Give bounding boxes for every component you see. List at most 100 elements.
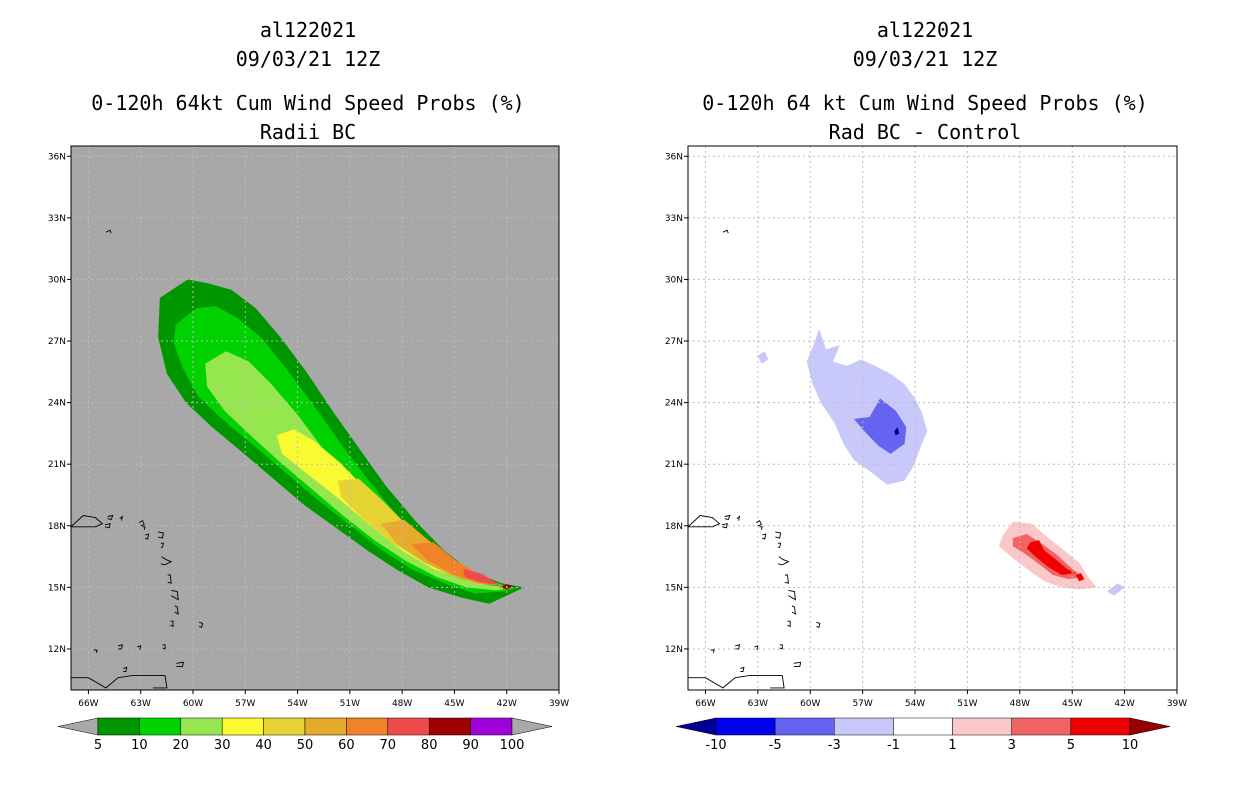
coastline-6 — [762, 533, 767, 540]
coastline-20 — [735, 644, 741, 650]
y-tick-label-18N: 18N — [665, 522, 683, 532]
colorbar-label-3: 3 — [1008, 738, 1016, 753]
x-tick-label-45W: 45W — [1062, 699, 1082, 709]
y-tick-label-15N: 15N — [665, 583, 683, 593]
map-frame — [687, 145, 1178, 691]
colorbar-swatch-5 — [304, 717, 347, 736]
colorbar-label-80: 80 — [421, 738, 438, 753]
colorbar-swatch-7 — [387, 717, 430, 736]
colorbar-label-10: 10 — [131, 738, 148, 753]
right-map-panel: 66W 63W 60W 57W 54W 51W 48W 45W 42W 39W 36N 33N 30N 2… — [665, 145, 1187, 709]
coastline-6 — [144, 533, 150, 540]
coastline-13 — [787, 620, 791, 628]
coastline-21 — [137, 645, 142, 651]
coastline-10 — [167, 574, 172, 584]
x-tick-label-48W: 48W — [1010, 699, 1030, 709]
coastline-15 — [162, 644, 166, 650]
colorbar-label-30: 30 — [214, 738, 231, 753]
colorbar-swatch-6 — [1070, 717, 1131, 736]
coastline-11 — [170, 589, 179, 601]
contour-level-30-3 — [276, 429, 491, 582]
coastline-14 — [816, 621, 821, 629]
colorbar-label-1: 1 — [948, 738, 956, 753]
y-tick-label-27N: 27N — [665, 337, 683, 347]
colorbar-swatch-1 — [139, 717, 182, 736]
coastline-14 — [198, 621, 204, 629]
colorbar-extend-left — [57, 717, 99, 736]
coastline-3 — [736, 515, 741, 521]
colorbar-swatch-0 — [715, 717, 776, 736]
left-storm-id: al122021 — [260, 18, 356, 42]
colorbar-swatch-0 — [97, 717, 140, 736]
contour-level-20-2 — [205, 351, 514, 591]
coastline-3 — [119, 515, 124, 521]
coastline-17 — [71, 675, 168, 689]
colorbar-swatch-8 — [428, 717, 471, 736]
colorbar-swatch-6 — [346, 717, 389, 736]
map-background — [688, 146, 1177, 690]
y-tick-label-12N: 12N — [665, 645, 683, 655]
coastline-17 — [688, 675, 785, 689]
coastline-19 — [710, 649, 715, 654]
contour-level-neg10-4 — [894, 427, 900, 436]
x-tick-label-48W: 48W — [392, 699, 412, 709]
colorbar-label-40: 40 — [255, 738, 272, 753]
coastline-7 — [158, 531, 164, 539]
left-panel-titles: al122021 09/03/21 12Z 0-120h 64kt Cum Wi… — [91, 18, 524, 144]
coastline-15 — [779, 644, 783, 650]
coastline-2 — [104, 523, 111, 529]
coastline-9 — [160, 556, 173, 566]
x-tick-label-57W: 57W — [235, 699, 255, 709]
left-chart-subtitle: Radii BC — [260, 120, 356, 144]
x-tick-label-63W: 63W — [748, 699, 768, 709]
colorbar-swatch-3 — [893, 717, 953, 736]
x-tick-label-54W: 54W — [905, 699, 925, 709]
colorbar-label--5: -5 — [769, 738, 782, 753]
x-tick-label-39W: 39W — [549, 699, 569, 709]
x-tick-label-66W: 66W — [695, 699, 715, 709]
coastline-0 — [71, 515, 104, 528]
colorbar-extend-right — [511, 717, 553, 736]
x-tick-label-60W: 60W — [183, 699, 203, 709]
coastline-20 — [117, 644, 123, 650]
coastline-5 — [759, 526, 763, 531]
right-panel-titles: al122021 09/03/21 12Z 0-120h 64 kt Cum W… — [702, 18, 1148, 144]
colorbar-extend-left — [675, 717, 717, 736]
right-datetime: 09/03/21 12Z — [853, 47, 998, 71]
coastline-11 — [788, 589, 796, 601]
coastline-10 — [784, 574, 789, 584]
y-tick-label-21N: 21N — [665, 460, 683, 470]
coastline-4 — [138, 519, 145, 527]
y-tick-label-33N: 33N — [665, 214, 683, 224]
coastline-9 — [777, 556, 790, 566]
y-tick-label-27N: 27N — [48, 337, 66, 347]
x-tick-label-45W: 45W — [444, 699, 464, 709]
x-tick-label-66W: 66W — [78, 699, 98, 709]
left-map-panel: 66W 63W 60W 57W 54W 51W 48W 45W 42W 39W 36N 33N 30N 2… — [48, 145, 569, 709]
colorbar-swatch-3 — [221, 717, 264, 736]
colorbar-swatch-4 — [263, 717, 306, 736]
map-frame — [70, 145, 560, 691]
colorbar-label-100: 100 — [500, 738, 525, 753]
coastline-8 — [160, 542, 164, 548]
x-tick-label-57W: 57W — [852, 699, 872, 709]
right-colorbar: -10 -5 -3 -1 1 3 5 10 — [675, 717, 1171, 753]
contour-level-40-4 — [337, 478, 504, 586]
coastline-18 — [740, 666, 745, 672]
coastline-12 — [174, 605, 179, 615]
y-tick-label-36N: 36N — [665, 152, 683, 162]
right-storm-id: al122021 — [877, 18, 973, 42]
y-tick-label-24N: 24N — [665, 399, 683, 409]
colorbar-label--1: -1 — [887, 738, 900, 753]
y-tick-label-24N: 24N — [48, 399, 66, 409]
colorbar-swatch-1 — [774, 717, 835, 736]
colorbar-label-90: 90 — [462, 738, 479, 753]
contour-level-neg3-1 — [757, 351, 769, 364]
y-tick-label-30N: 30N — [665, 275, 683, 285]
coastline-16 — [176, 661, 184, 667]
y-tick-label-15N: 15N — [48, 583, 66, 593]
colorbar-label-5: 5 — [1067, 738, 1075, 753]
colorbar-swatch-9 — [470, 717, 513, 736]
coastline-1 — [724, 514, 731, 521]
coastline-8 — [777, 542, 782, 548]
